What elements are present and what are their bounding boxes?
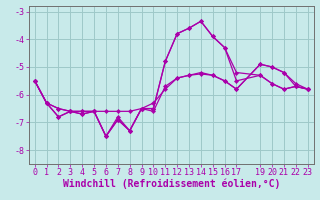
X-axis label: Windchill (Refroidissement éolien,°C): Windchill (Refroidissement éolien,°C) (62, 179, 280, 189)
